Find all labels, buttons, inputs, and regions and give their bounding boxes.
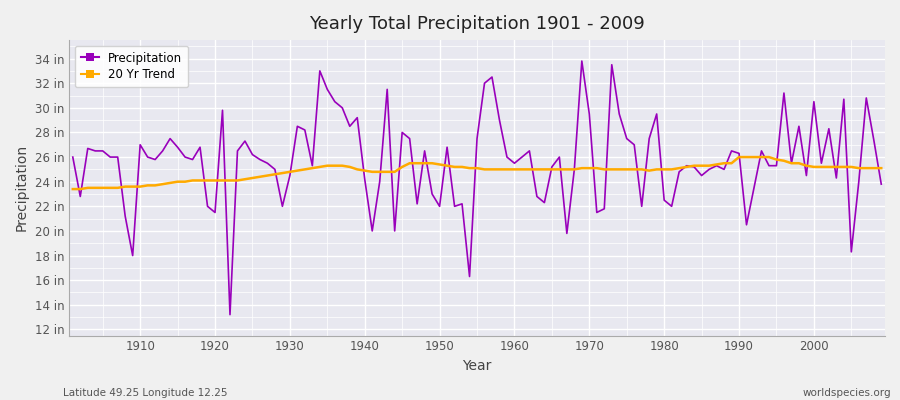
Y-axis label: Precipitation: Precipitation [15, 144, 29, 232]
Text: worldspecies.org: worldspecies.org [803, 388, 891, 398]
Text: Latitude 49.25 Longitude 12.25: Latitude 49.25 Longitude 12.25 [63, 388, 228, 398]
X-axis label: Year: Year [463, 359, 491, 373]
Title: Yearly Total Precipitation 1901 - 2009: Yearly Total Precipitation 1901 - 2009 [309, 15, 645, 33]
Legend: Precipitation, 20 Yr Trend: Precipitation, 20 Yr Trend [75, 46, 188, 87]
